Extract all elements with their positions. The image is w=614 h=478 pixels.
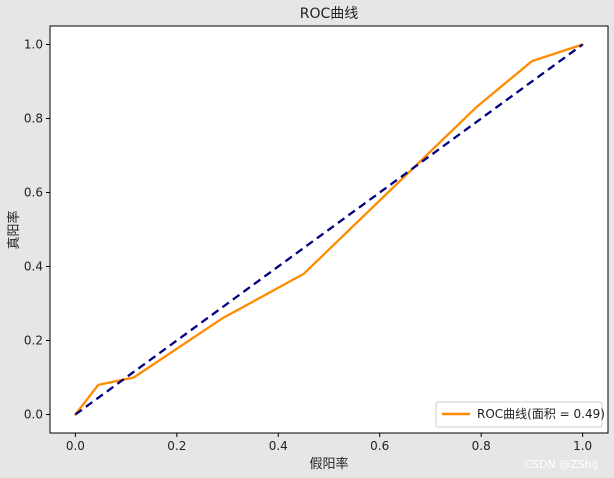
- y-axis-ticks: 0.0 0.2 0.4 0.6 0.8 1.0: [24, 38, 50, 422]
- x-tick-label: 1.0: [573, 439, 592, 453]
- x-axis-ticks: 0.0 0.2 0.4 0.6 0.8 1.0: [66, 433, 592, 453]
- y-tick-label: 0.0: [24, 408, 43, 422]
- x-tick-label: 0.4: [269, 439, 288, 453]
- chart-title: ROC曲线: [300, 6, 359, 22]
- roc-curve-line: [74, 43, 584, 416]
- x-tick-label: 0.2: [167, 439, 186, 453]
- y-axis-label: 真阳率: [6, 210, 22, 249]
- y-tick-label: 0.2: [24, 334, 43, 348]
- legend-box: [435, 401, 603, 428]
- y-tick-label: 0.6: [24, 186, 43, 200]
- y-tick-label: 1.0: [24, 38, 43, 52]
- x-tick-label: 0.6: [370, 439, 389, 453]
- x-axis-label: 假阳率: [309, 456, 348, 472]
- diagonal-reference-line: [74, 43, 584, 416]
- csdn-watermark: CSDN @ZShiJ: [524, 458, 598, 471]
- x-tick-label: 0.8: [472, 439, 491, 453]
- legend-label-roc: ROC曲线(面积 = 0.49): [477, 407, 605, 421]
- y-tick-label: 0.4: [24, 260, 43, 274]
- series-layer: [74, 43, 584, 416]
- y-tick-label: 0.8: [24, 112, 43, 126]
- legend: ROC曲线(面积 = 0.49): [435, 401, 605, 428]
- x-tick-label: 0.0: [66, 439, 85, 453]
